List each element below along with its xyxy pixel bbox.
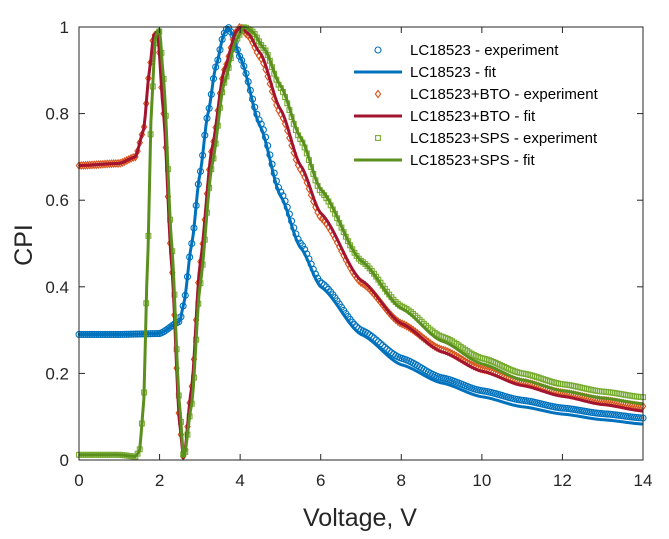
data-point (379, 341, 387, 350)
data-point (376, 340, 385, 348)
y-tick-label: 0.8 (45, 105, 69, 124)
legend: LC18523 - experiment LC18523 - fit LC18523… (354, 42, 599, 169)
data-point (372, 336, 380, 344)
series-line-5 (78, 25, 644, 459)
x-tick-label: 8 (397, 471, 406, 490)
plot-area (75, 22, 647, 461)
legend-item: LC18523 - fit (354, 64, 497, 81)
legend-square-marker (375, 135, 381, 141)
axes-box (78, 26, 644, 461)
data-point (559, 404, 567, 412)
legend-label: LC18523 - fit (410, 64, 497, 81)
y-tick-label: 0.4 (45, 278, 69, 297)
y-tick-label: 0 (60, 451, 69, 470)
legend-label: LC18523+BTO - fit (410, 108, 536, 125)
y-tick-label: 0.6 (45, 191, 69, 210)
x-tick-label: 4 (235, 471, 244, 490)
x-tick-label: 0 (74, 471, 83, 490)
legend-item: LC18523+BTO - experiment (374, 86, 599, 103)
legend-label: LC18523+BTO - experiment (410, 86, 599, 103)
data-point (374, 338, 382, 346)
legend-circle-marker (374, 46, 382, 54)
x-axis-title: Voltage, V (303, 504, 417, 532)
axes: 0 2 4 6 8 10 12 14 0 0.2 0.4 0.6 0.8 1 (45, 18, 652, 490)
x-tick-label: 12 (553, 471, 572, 490)
legend-item: LC18523+SPS - experiment (375, 130, 598, 147)
data-point (635, 414, 643, 422)
data-point (600, 410, 608, 418)
legend-item: LC18523+BTO - fit (354, 108, 536, 125)
data-point (602, 410, 610, 418)
x-tick-label: 10 (472, 471, 491, 490)
y-tick-label: 0.2 (45, 364, 69, 383)
series-line-1 (78, 25, 644, 426)
legend-label: LC18523+SPS - fit (410, 152, 535, 169)
y-tick-label: 1 (60, 18, 69, 37)
x-tick-label: 14 (634, 471, 653, 490)
legend-diamond-marker (374, 89, 382, 99)
x-tick-label: 6 (316, 471, 325, 490)
series-layer (75, 22, 647, 461)
legend-label: LC18523+SPS - experiment (410, 130, 598, 147)
data-point (383, 345, 391, 353)
data-point (637, 414, 645, 422)
data-point (381, 343, 389, 351)
legend-item: LC18523 - experiment (374, 42, 559, 59)
legend-label: LC18523 - experiment (410, 42, 559, 59)
y-axis-title: CPI (10, 224, 38, 266)
x-tick-label: 2 (155, 471, 164, 490)
legend-item: LC18523+SPS - fit (354, 152, 535, 169)
